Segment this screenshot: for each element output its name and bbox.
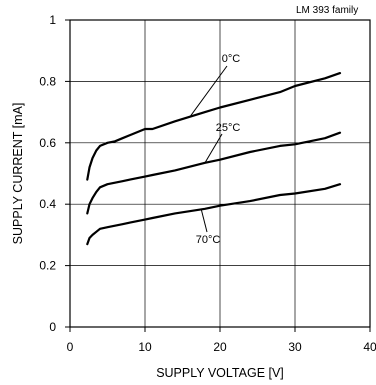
- y-tick-label: 0: [49, 320, 56, 334]
- curve-label: 25°C: [216, 122, 241, 134]
- x-tick-label: 30: [288, 340, 302, 354]
- y-tick-label: 0.8: [39, 74, 56, 88]
- tick-labels: 0 10 20 30 40 0 0.2 0.4 0.6 0.8 1: [39, 13, 376, 354]
- plot-frame: [69, 19, 371, 328]
- y-tick-label: 0.4: [39, 197, 56, 211]
- grid-lines: [70, 20, 370, 327]
- series-line: [86, 72, 342, 181]
- annotation-leaders: [189, 65, 228, 233]
- annotation-leader-line: [200, 209, 208, 233]
- annotation-leader-line: [189, 65, 228, 117]
- y-tick-label: 0.6: [39, 136, 56, 150]
- y-axis-label: SUPPLY CURRENT [mA]: [11, 103, 25, 245]
- x-axis-label: SUPPLY VOLTAGE [V]: [156, 366, 284, 380]
- y-tick-label: 0.2: [39, 259, 56, 273]
- x-tick-label: 40: [363, 340, 376, 354]
- corner-note: LM 393 family: [296, 5, 358, 16]
- series-line: [86, 183, 342, 246]
- x-tick-label: 0: [67, 340, 74, 354]
- series-line: [86, 131, 342, 215]
- curve-labels: 0°C 25°C 70°C: [196, 53, 241, 246]
- curve-label: 70°C: [196, 234, 221, 246]
- y-tick-label: 1: [49, 13, 56, 27]
- curve-label: 0°C: [222, 53, 241, 65]
- data-curves: [86, 72, 342, 246]
- x-tick-label: 10: [138, 340, 152, 354]
- x-tick-label: 20: [213, 340, 227, 354]
- annotation-leader-line: [204, 133, 223, 164]
